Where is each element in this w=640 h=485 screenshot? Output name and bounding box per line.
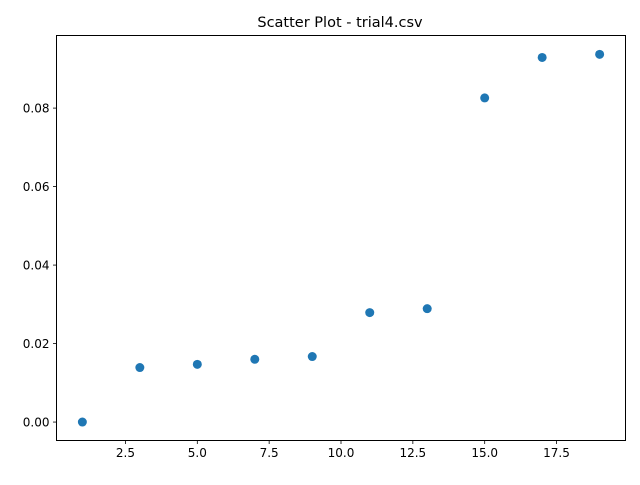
chart-title: Scatter Plot - trial4.csv bbox=[257, 15, 423, 31]
scatter-point bbox=[250, 354, 260, 364]
scatter-point bbox=[192, 359, 202, 369]
scatter-point bbox=[77, 417, 87, 427]
y-tick-label: 0.04 bbox=[23, 258, 50, 272]
scatter-point bbox=[307, 352, 317, 362]
scatter-point bbox=[365, 308, 375, 318]
scatter-point bbox=[537, 52, 547, 62]
x-tick-label: 2.5 bbox=[116, 446, 135, 460]
x-tick-label: 15.0 bbox=[471, 446, 498, 460]
plot-area-frame bbox=[56, 35, 626, 441]
x-tick-label: 5.0 bbox=[188, 446, 207, 460]
y-tick-label: 0.00 bbox=[23, 415, 50, 429]
scatter-point bbox=[480, 93, 490, 103]
scatter-point bbox=[595, 49, 605, 59]
y-tick-label: 0.02 bbox=[23, 337, 50, 351]
x-tick-label: 10.0 bbox=[328, 446, 355, 460]
data-points bbox=[77, 49, 605, 427]
scatter-point bbox=[135, 363, 145, 373]
x-tick-label: 12.5 bbox=[399, 446, 426, 460]
axis-ticks: 2.5 5.0 7.5 10.0 12.5 15.0 17.5 0.00 0.02 0.04 0.0… bbox=[23, 101, 570, 460]
y-tick-label: 0.06 bbox=[23, 180, 50, 194]
x-tick-label: 7.5 bbox=[260, 446, 279, 460]
x-tick-label: 17.5 bbox=[543, 446, 570, 460]
scatter-point bbox=[422, 304, 432, 314]
y-tick-label: 0.08 bbox=[23, 101, 50, 115]
